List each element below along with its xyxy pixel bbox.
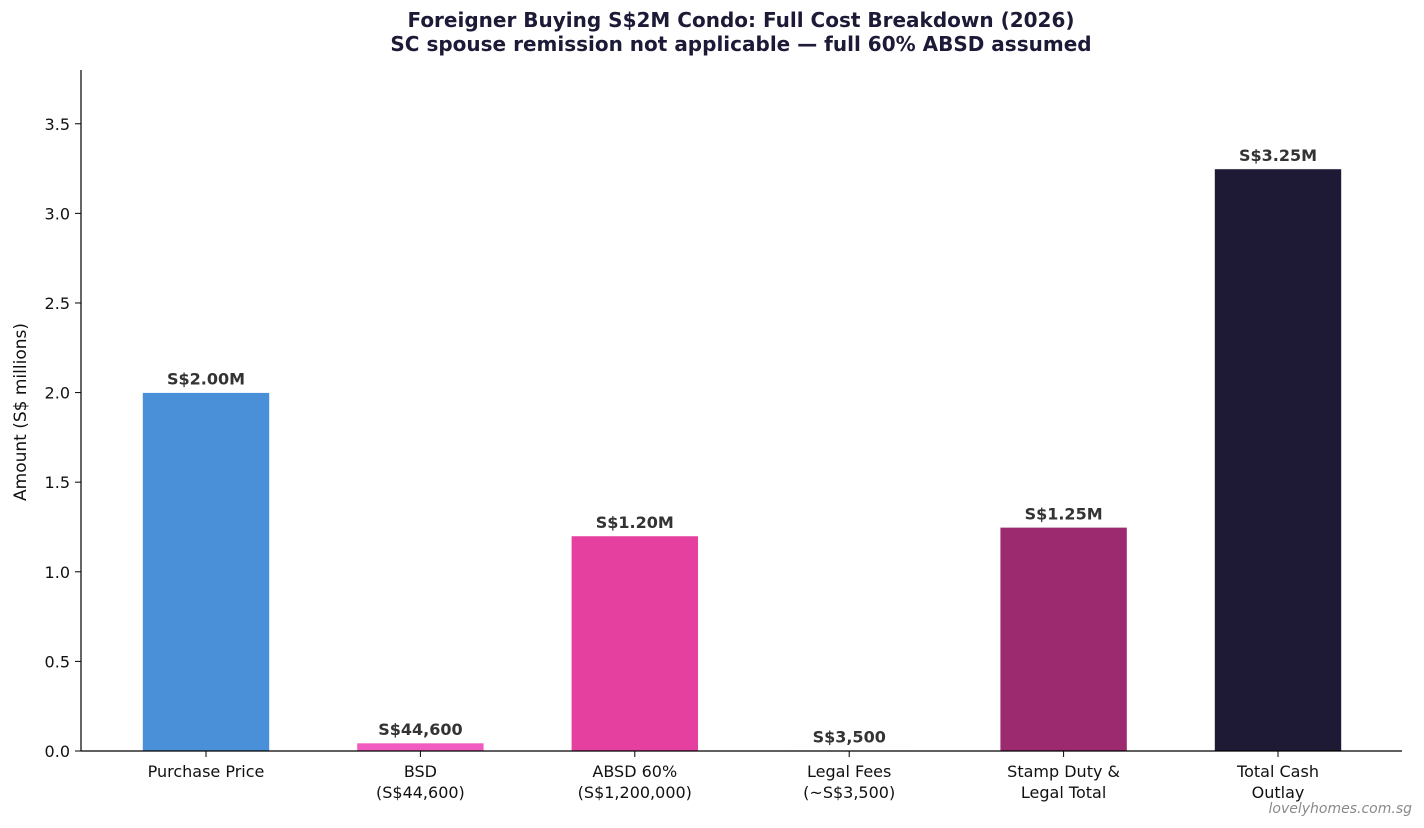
x-tick-label: (S$1,200,000): [578, 783, 692, 802]
x-tick-label: ABSD 60%: [592, 762, 677, 781]
y-tick-label: 2.0: [45, 384, 70, 403]
bar-value-label: S$2.00M: [167, 370, 245, 389]
y-tick-label: 1.0: [45, 563, 70, 582]
x-tick-label: Total Cash: [1236, 762, 1319, 781]
bar-value-label: S$1.20M: [596, 513, 674, 532]
chart-subtitle: SC spouse remission not applicable — ful…: [390, 32, 1092, 56]
x-tick-label: Purchase Price: [148, 762, 265, 781]
x-tick-label: (~S$3,500): [803, 783, 895, 802]
bar: [1214, 168, 1342, 752]
bars-layer: [142, 168, 1342, 752]
x-tick-label: Outlay: [1252, 783, 1305, 802]
x-tick-label: Legal Total: [1021, 783, 1106, 802]
chart-title: Foreigner Buying S$2M Condo: Full Cost B…: [407, 8, 1075, 32]
y-tick-label: 1.5: [45, 473, 70, 492]
y-tick-label: 2.5: [45, 294, 70, 313]
bar-value-label: S$3,500: [813, 727, 886, 746]
bar: [999, 527, 1128, 752]
x-tick-label: (S$44,600): [376, 783, 465, 802]
x-tick-label: Legal Fees: [807, 762, 891, 781]
x-tick-label: Stamp Duty &: [1007, 762, 1120, 781]
bar-value-label: S$3.25M: [1239, 146, 1317, 165]
y-tick-label: 0.0: [45, 742, 70, 761]
axes-layer: 0.0 0.5 1.0 1.5 2.0 2.5 3.0 3.5 Purchase Price BS…: [45, 70, 1402, 802]
x-tick-label: BSD: [404, 762, 437, 781]
bar: [570, 535, 699, 752]
bar: [142, 392, 270, 752]
value-labels-layer: S$2.00M S$44,600 S$1.20M S$3,500 S$1.25M S$3.…: [167, 146, 1317, 746]
y-tick-label: 0.5: [45, 652, 70, 671]
y-tick-label: 3.5: [45, 115, 70, 134]
bar-value-label: S$44,600: [378, 720, 462, 739]
y-tick-label: 3.0: [45, 204, 70, 223]
watermark: lovelyhomes.com.sg: [1268, 801, 1413, 817]
bar: [356, 742, 485, 752]
bar-value-label: S$1.25M: [1025, 504, 1103, 523]
y-axis-title: Amount (S$ millions): [11, 323, 31, 501]
